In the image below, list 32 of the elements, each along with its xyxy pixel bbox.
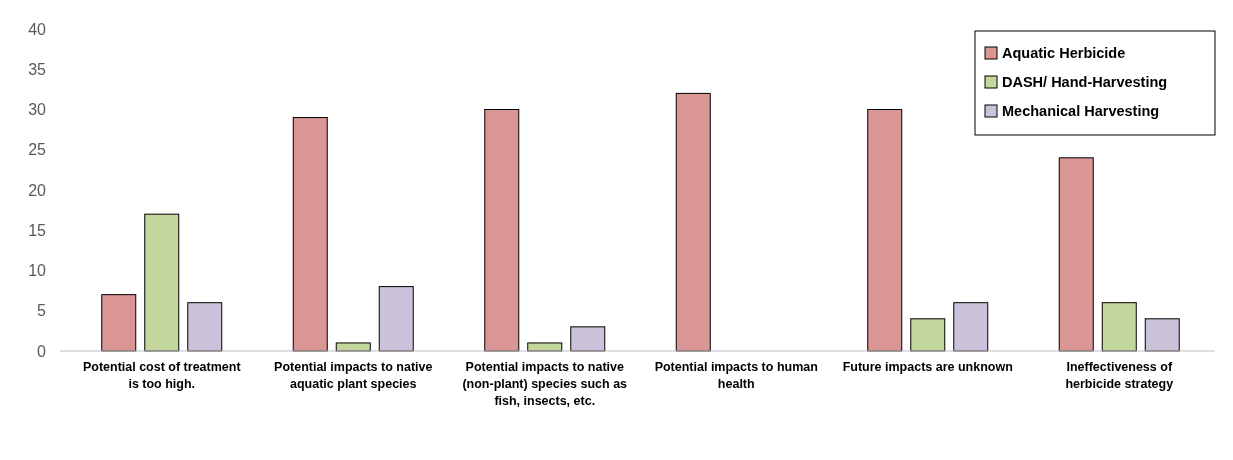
bar [144,213,180,352]
y-tick-label: 35 [28,60,47,78]
y-tick-label: 20 [28,181,47,199]
legend-label: DASH/ Hand-Harvesting [1002,74,1168,91]
bar [675,92,711,352]
y-tick-label: 5 [37,302,47,320]
bar [953,302,989,352]
bar [1144,318,1180,352]
y-tick-label: 15 [28,221,47,239]
bar [867,109,903,352]
bar [910,318,946,352]
bar [187,302,223,352]
y-tick-label: 25 [28,141,47,159]
y-tick-label: 10 [28,262,47,280]
x-tick-label: Potential impacts to native aquatic plant species [274,360,433,391]
x-tick-label: Potential impacts to native (non-plant) species such as fish, insects, etc. [462,360,628,408]
x-tick-label: Future impacts are unknown [842,360,1013,374]
x-tick-label: Potential impacts to human health [654,360,818,391]
y-tick-label: 0 [37,342,47,360]
bar [570,326,606,352]
x-tick-label: Ineffectiveness of herbicide strategy [1065,360,1174,391]
legend-label: Aquatic Herbicide [1002,45,1126,62]
bar [378,286,414,352]
x-tick-label: Potential cost of treatment is too high. [82,360,242,391]
legend-label: Mechanical Harvesting [1002,103,1160,120]
bar [1058,157,1094,352]
y-tick-label: 40 [28,20,47,38]
bar [292,117,328,352]
bar [101,294,137,352]
bar [1101,302,1137,352]
bar [484,109,520,352]
y-tick-label: 30 [28,101,47,119]
